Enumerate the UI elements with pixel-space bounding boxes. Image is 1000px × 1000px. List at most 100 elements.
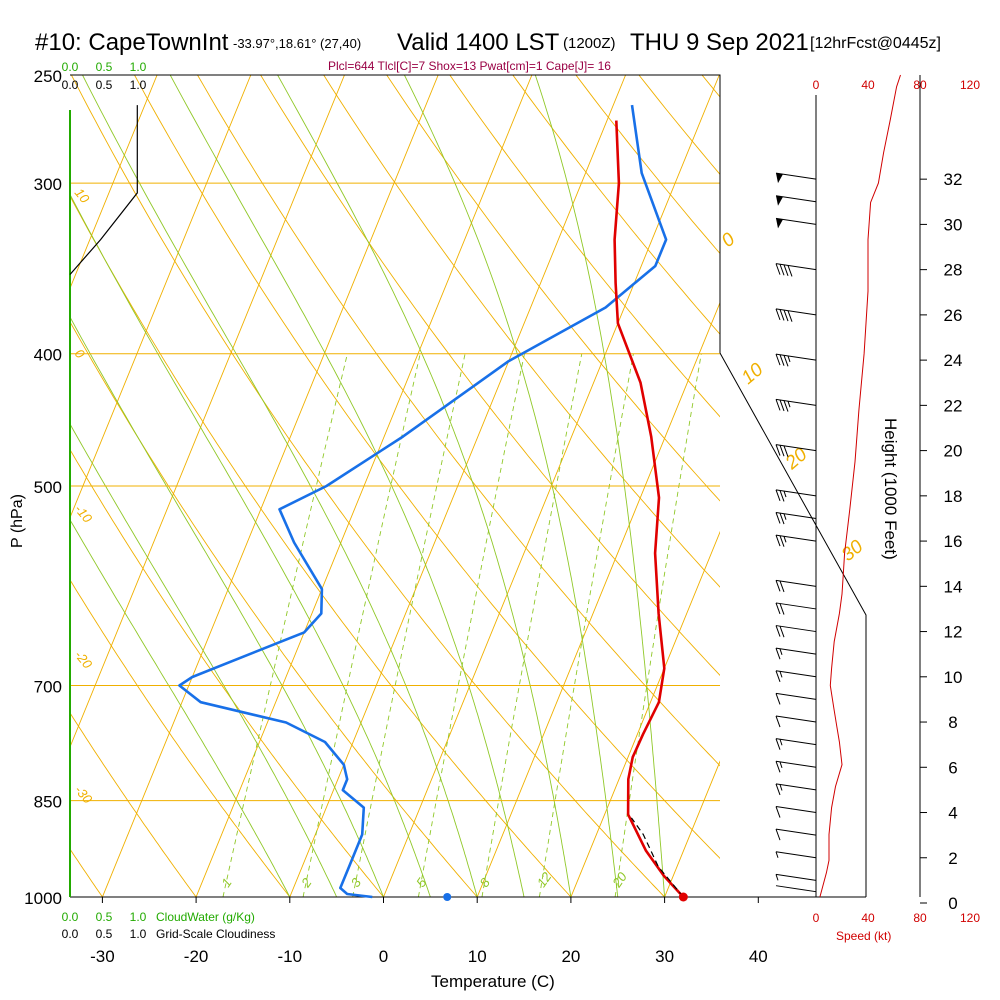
- barb-full: [775, 308, 781, 321]
- height-tick-label: 2: [948, 849, 957, 868]
- wind-barb: [775, 534, 817, 547]
- height-tick-label: 28: [944, 261, 963, 280]
- dry-adiabat: [449, 75, 720, 418]
- dewpoint-line: [178, 104, 668, 899]
- barb-full: [783, 309, 789, 322]
- wind-barb: [775, 353, 817, 367]
- moist-adiabat: [70, 518, 291, 897]
- barb-full: [775, 648, 781, 660]
- cloud-water-tick-bottom: 0.5: [96, 910, 113, 924]
- barb-staff: [775, 783, 817, 791]
- temp-tick-label: -20: [184, 947, 209, 966]
- barb-full: [783, 264, 789, 277]
- barb-full: [775, 806, 781, 818]
- wind-barb: [775, 738, 817, 750]
- dry-adiabat: [512, 75, 720, 335]
- barb-full: [779, 399, 785, 412]
- height-tick-label: 6: [948, 758, 957, 777]
- height-tick-label: 26: [944, 306, 963, 325]
- wind-barb: [775, 172, 817, 184]
- wind-barb: [775, 828, 817, 841]
- moist-adiabat: [70, 423, 338, 897]
- barb-staff: [775, 263, 817, 271]
- speed-tick-label-bottom: 0: [813, 911, 820, 925]
- height-axis-title: Height (1000 Feet): [881, 418, 900, 560]
- wind-barb: [775, 885, 817, 893]
- speed-tick-label-top: 80: [913, 78, 927, 92]
- barb-full: [779, 264, 785, 276]
- pressure-tick-label: 250: [34, 67, 62, 86]
- dry-adiabat: [196, 75, 720, 767]
- height-tick-label: 30: [944, 215, 963, 234]
- cloud-water-tick-top: 1.0: [130, 60, 147, 74]
- barb-full: [787, 265, 793, 277]
- barb-full: [779, 603, 785, 615]
- barb-full: [775, 625, 781, 637]
- barb-staff: [775, 647, 817, 655]
- barb-flag: [776, 173, 783, 184]
- barb-flag: [776, 218, 783, 229]
- wind-barb: [775, 873, 817, 881]
- sounding-series: [69, 104, 688, 902]
- barb-half: [783, 490, 787, 498]
- moist-adiabat: [277, 75, 572, 897]
- pressure-tick-label: 700: [34, 678, 62, 697]
- barb-full: [783, 355, 789, 367]
- barb-full: [783, 400, 789, 412]
- cloudiness-tick-bottom: 0.0: [62, 927, 79, 941]
- cloud-water-tick-bottom: 0.0: [62, 910, 79, 924]
- wind-barb: [775, 444, 817, 457]
- valid-date: THU 9 Sep 2021: [630, 29, 809, 56]
- barb-staff: [775, 444, 817, 452]
- barb-flag: [776, 195, 783, 206]
- wind-barb: [775, 308, 817, 322]
- barb-staff: [775, 885, 817, 893]
- cloudiness-label: Grid-Scale Cloudiness: [156, 927, 275, 941]
- barb-staff: [775, 692, 817, 700]
- barb-full: [775, 828, 781, 841]
- wind-barb: [775, 851, 817, 859]
- height-tick-label: 18: [944, 487, 963, 506]
- surface-temperature-point: [678, 892, 688, 902]
- moist-adiabat: [169, 75, 525, 897]
- barb-full: [775, 715, 781, 728]
- dry-adiabat: [70, 195, 572, 897]
- valid-zulu: (1200Z): [563, 35, 616, 52]
- barb-half: [779, 761, 783, 769]
- barb-staff: [775, 353, 817, 361]
- barb-full: [783, 445, 789, 457]
- barb-half: [775, 851, 779, 858]
- height-tick-label: 24: [944, 351, 963, 370]
- barb-full: [787, 310, 793, 322]
- indices-line: Plcl=644 Tlcl[C]=7 Shox=13 Pwat[cm]=1 Ca…: [328, 59, 611, 73]
- barb-full: [779, 490, 785, 502]
- barb-full: [779, 309, 785, 321]
- height-tick-label: 20: [944, 442, 963, 461]
- barb-full: [775, 761, 781, 773]
- wind-barb: [775, 783, 817, 796]
- wind-profile: [775, 74, 901, 898]
- moist-adiabat: [70, 193, 431, 897]
- cloudiness-tick-top: 0.0: [62, 78, 79, 92]
- barb-full: [779, 354, 785, 366]
- dry-adiabat: [70, 579, 291, 897]
- cloud-water-label: CloudWater (g/Kg): [156, 910, 255, 924]
- speed-tick-label-top: 120: [960, 78, 980, 92]
- wind-barb: [775, 511, 817, 525]
- height-tick-label: 4: [948, 804, 957, 823]
- barb-staff: [775, 738, 817, 746]
- wind-barb: [775, 263, 817, 277]
- frame-right-slant: [719, 352, 867, 897]
- height-tick-label: 8: [948, 713, 957, 732]
- dry-adiabat: [70, 75, 665, 897]
- barb-full: [775, 489, 781, 502]
- barb-staff: [775, 828, 817, 836]
- cloud-water-tick-bottom: 1.0: [130, 910, 147, 924]
- wind-barb: [775, 692, 817, 705]
- barb-staff: [775, 715, 817, 723]
- cloud-water-tick-top: 0.0: [62, 60, 79, 74]
- temp-tick-label: -30: [90, 947, 115, 966]
- wind-barb: [775, 602, 817, 615]
- barb-staff: [775, 534, 817, 542]
